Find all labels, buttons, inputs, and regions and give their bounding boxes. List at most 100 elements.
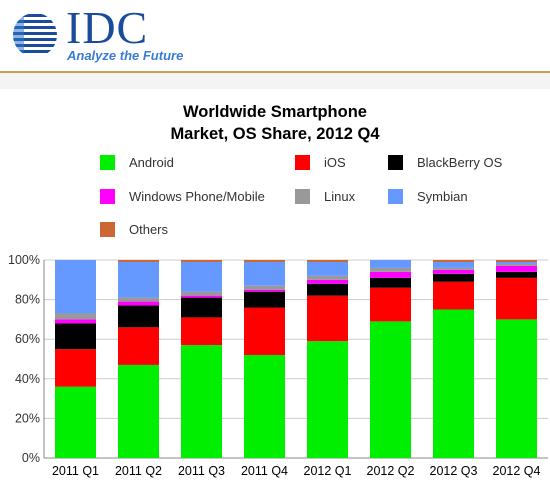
x-tick-label: 2011 Q1 bbox=[52, 464, 99, 478]
bar-segment-android bbox=[433, 309, 474, 458]
legend-swatch-others bbox=[100, 222, 115, 237]
bar-segment-ios bbox=[181, 317, 222, 346]
legend-item-ios: iOS bbox=[295, 155, 346, 170]
bar-segment-others bbox=[181, 260, 222, 262]
bar-segment-android bbox=[118, 364, 159, 458]
legend-swatch-blackberry bbox=[388, 155, 403, 170]
bar-segment-linux bbox=[55, 313, 96, 320]
bar-segment-linux bbox=[244, 285, 285, 290]
bar-segment-windows-phone-mobile bbox=[244, 289, 285, 292]
bar-segment-android bbox=[496, 319, 537, 458]
header-band bbox=[0, 73, 550, 89]
logo-text: IDC bbox=[66, 2, 149, 53]
legend-swatch-symbian bbox=[388, 189, 403, 204]
bar-segment-others bbox=[433, 260, 474, 262]
y-tick-label: 100% bbox=[8, 253, 40, 267]
idc-globe-icon bbox=[13, 13, 57, 57]
bar-segment-symbian bbox=[307, 261, 348, 276]
bar-segment-blackberry-os bbox=[118, 305, 159, 328]
legend-label-blackberry: BlackBerry OS bbox=[417, 155, 503, 170]
bar-segment-others bbox=[496, 260, 537, 262]
bar-segment-symbian bbox=[244, 261, 285, 286]
x-tick-label: 2012 Q4 bbox=[493, 464, 541, 478]
bar-segment-windows-phone-mobile bbox=[496, 265, 537, 272]
legend-swatch-linux bbox=[295, 189, 310, 204]
bar-segment-ios bbox=[307, 295, 348, 342]
logo-tagline: Analyze the Future bbox=[67, 48, 184, 63]
legend-swatch-ios bbox=[295, 155, 310, 170]
y-tick-label: 0% bbox=[22, 451, 40, 465]
bar-segment-android bbox=[307, 341, 348, 458]
bar-segment-blackberry-os bbox=[496, 271, 537, 278]
bar-segment-android bbox=[55, 386, 96, 458]
bar-segment-blackberry-os bbox=[370, 277, 411, 288]
bar-segment-linux bbox=[118, 297, 159, 302]
chart-title: Worldwide Smartphone Market, OS Share, 2… bbox=[0, 101, 550, 145]
bar-segment-linux bbox=[181, 291, 222, 296]
chart-title-line-2: Market, OS Share, 2012 Q4 bbox=[170, 125, 380, 143]
legend-swatch-android bbox=[100, 155, 115, 170]
x-tick-label: 2012 Q1 bbox=[304, 464, 352, 478]
bar-segment-blackberry-os bbox=[55, 323, 96, 350]
legend-label-linux: Linux bbox=[324, 189, 356, 204]
legend-label-others: Others bbox=[129, 222, 169, 237]
bar-segment-blackberry-os bbox=[307, 283, 348, 296]
bar-segment-symbian bbox=[181, 261, 222, 292]
bar-segment-windows-phone-mobile bbox=[433, 269, 474, 274]
legend-item-blackberry: BlackBerry OS bbox=[388, 155, 502, 170]
x-tick-label: 2012 Q2 bbox=[367, 464, 415, 478]
bar-segment-symbian bbox=[433, 261, 474, 268]
bar-segment-android bbox=[244, 355, 285, 458]
bar-segment-windows-phone-mobile bbox=[181, 295, 222, 298]
bar-segment-windows-phone-mobile bbox=[307, 279, 348, 284]
legend-item-windows: Windows Phone/Mobile bbox=[100, 189, 265, 204]
bar-segment-linux bbox=[496, 263, 537, 266]
y-tick-label: 60% bbox=[15, 332, 40, 346]
bar-segment-blackberry-os bbox=[244, 291, 285, 308]
x-tick-label: 2011 Q3 bbox=[178, 464, 225, 478]
bar-segment-android bbox=[370, 321, 411, 458]
bar-segment-ios bbox=[433, 281, 474, 310]
bar-segment-android bbox=[181, 345, 222, 458]
legend-label-windows: Windows Phone/Mobile bbox=[129, 189, 265, 204]
bar-segment-symbian bbox=[496, 261, 537, 264]
bar-segment-linux bbox=[370, 267, 411, 272]
legend-label-android: Android bbox=[129, 155, 174, 170]
header: IDC Analyze the Future bbox=[0, 0, 550, 70]
legend-item-others: Others bbox=[100, 222, 168, 237]
bar-segment-linux bbox=[433, 267, 474, 270]
bar-segment-others bbox=[244, 260, 285, 262]
bar-segment-windows-phone-mobile bbox=[55, 319, 96, 324]
bar-segment-blackberry-os bbox=[433, 273, 474, 282]
y-tick-label: 20% bbox=[15, 411, 40, 425]
bar-segment-windows-phone-mobile bbox=[118, 301, 159, 306]
chart-title-line-1: Worldwide Smartphone bbox=[183, 103, 367, 121]
x-tick-label: 2011 Q4 bbox=[241, 464, 288, 478]
bar-segment-ios bbox=[244, 307, 285, 356]
bar-segment-ios bbox=[118, 327, 159, 365]
bar-segment-others bbox=[118, 260, 159, 262]
chart-legend: Android iOS BlackBerry OS Windows Phone/… bbox=[0, 0, 550, 237]
bar-segment-ios bbox=[370, 287, 411, 322]
bar-segment-symbian bbox=[55, 260, 96, 314]
bar-segment-others bbox=[307, 260, 348, 262]
y-tick-label: 40% bbox=[15, 372, 40, 386]
legend-item-symbian: Symbian bbox=[388, 189, 468, 204]
x-tick-label: 2012 Q3 bbox=[430, 464, 478, 478]
header-rule bbox=[0, 71, 550, 73]
bar-segment-ios bbox=[55, 349, 96, 387]
legend-item-android: Android bbox=[100, 155, 174, 170]
legend-label-symbian: Symbian bbox=[417, 189, 468, 204]
legend-swatch-windows bbox=[100, 189, 115, 204]
bar-segment-symbian bbox=[370, 260, 411, 268]
bar-segment-ios bbox=[496, 277, 537, 320]
legend-item-linux: Linux bbox=[295, 189, 355, 204]
bar-segment-blackberry-os bbox=[181, 297, 222, 318]
bar-segment-linux bbox=[307, 275, 348, 280]
x-tick-label: 2011 Q2 bbox=[115, 464, 162, 478]
bar-segment-symbian bbox=[118, 261, 159, 298]
bar-segment-windows-phone-mobile bbox=[370, 271, 411, 278]
legend-label-ios: iOS bbox=[324, 155, 346, 170]
y-tick-label: 80% bbox=[15, 293, 40, 307]
